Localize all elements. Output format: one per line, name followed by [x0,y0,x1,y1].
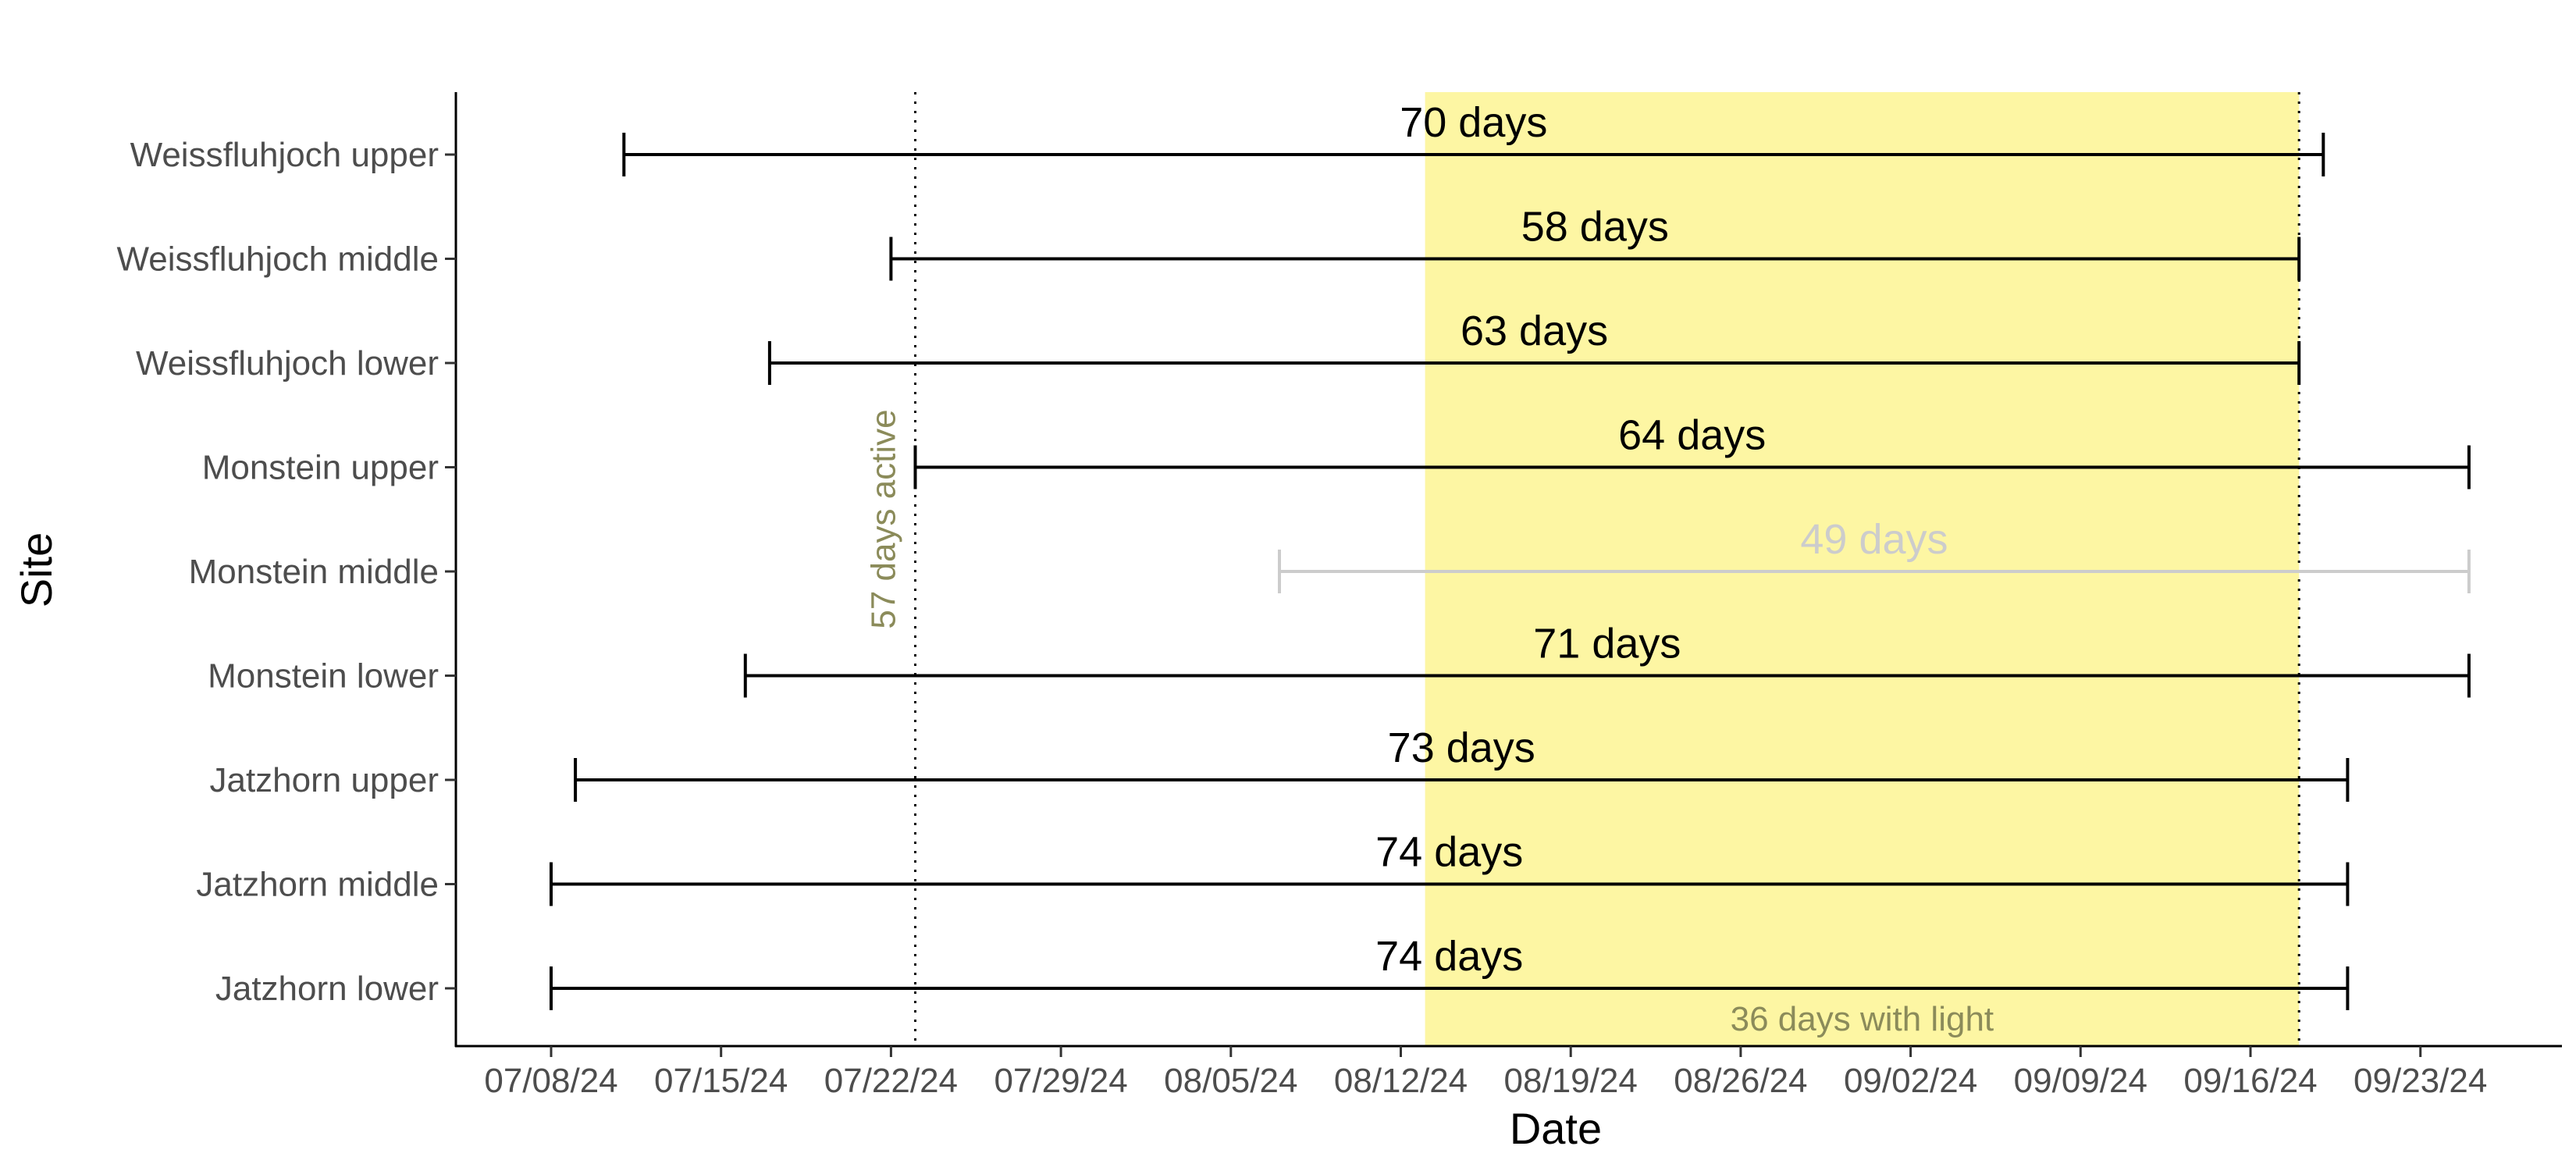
y-tick-label: Weissfluhjoch middle [117,240,439,279]
y-tick-label: Monstein lower [208,657,439,696]
x-tick-label: 07/15/24 [654,1062,788,1100]
duration-label: 49 days [1800,516,1948,563]
y-tick-label: Monstein upper [202,449,439,487]
range-bar [550,862,2350,906]
x-tick-label: 07/29/24 [994,1062,1127,1100]
range-bar [574,758,2350,802]
range-bar [767,341,2301,385]
duration-label: 58 days [1521,204,1669,251]
range-bar [1278,550,2471,593]
light-period-label: 36 days with light [1731,1000,1994,1038]
y-tick-label: Monstein middle [189,553,439,591]
range-bar [550,966,2350,1010]
range-bar [743,653,2471,698]
range-bar [622,133,2325,176]
x-tick-label: 09/09/24 [2014,1062,2147,1100]
x-tick-label: 09/16/24 [2183,1062,2317,1100]
y-tick-label: Jatzhorn lower [215,970,439,1008]
x-tick-label: 07/22/24 [824,1062,958,1100]
duration-label: 74 days [1375,829,1523,876]
duration-label: 64 days [1618,412,1766,459]
x-tick-label: 08/05/24 [1164,1062,1297,1100]
x-tick-label: 07/08/24 [484,1062,617,1100]
duration-label: 63 days [1461,308,1608,354]
active-reference-label: 57 days active [865,409,903,628]
y-tick-label: Jatzhorn upper [209,761,439,799]
x-tick-label: 08/12/24 [1334,1062,1468,1100]
x-tick-label: 08/26/24 [1674,1062,1807,1100]
y-axis-title: Site [12,532,61,608]
duration-label: 73 days [1388,724,1535,771]
y-tick-label: Weissfluhjoch lower [136,344,439,383]
x-tick-label: 09/23/24 [2354,1062,2487,1100]
range-bar [913,445,2471,489]
range-bar [889,237,2301,281]
duration-label: 71 days [1533,621,1681,667]
x-tick-label: 09/02/24 [1844,1062,1977,1100]
duration-label: 74 days [1375,933,1523,980]
light-period-band [1425,92,2300,1046]
duration-label: 70 days [1400,99,1547,146]
y-tick-label: Jatzhorn middle [196,866,439,904]
x-axis-title: Date [1510,1104,1602,1153]
x-tick-label: 08/19/24 [1504,1062,1638,1100]
y-tick-label: Weissfluhjoch upper [130,136,439,174]
